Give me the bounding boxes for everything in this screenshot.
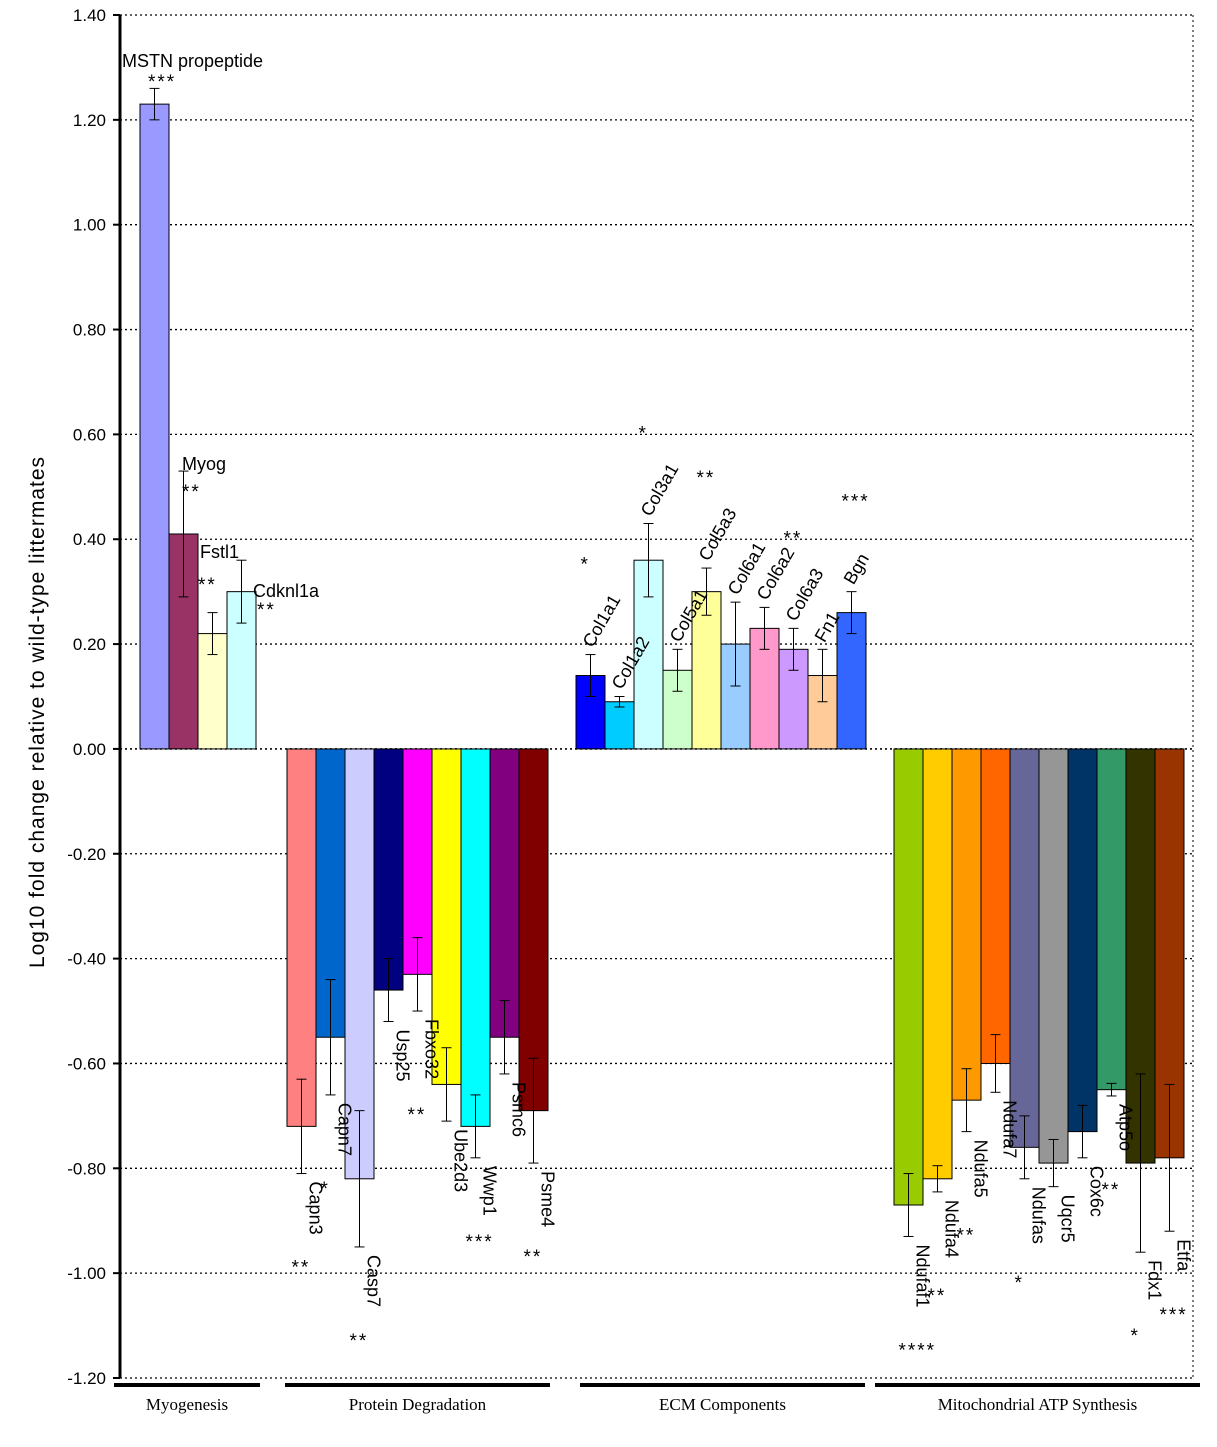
bar-ndufas [1009,748,1040,1148]
bar-cox6c [1067,748,1098,1133]
bar-label: Col1a1 [579,591,625,650]
bar-label: Atp5o [1116,1104,1136,1151]
bar-label: Wwp1 [480,1166,500,1216]
bar-label: Etfa [1174,1239,1194,1272]
significance-marker: ** [784,528,803,549]
y-tick-label: -0.20 [67,845,106,864]
significance-marker: ** [257,600,276,621]
significance-marker: *** [148,72,176,93]
significance-marker: ** [1102,1180,1121,1201]
significance-marker: ** [198,575,217,596]
bar-ndufaf1 [893,748,924,1206]
group-label: Mitochondrial ATP Synthesis [938,1395,1138,1414]
bar-uqcr5 [1038,748,1069,1164]
bar-psmc6 [489,748,520,1038]
significance-marker: ** [350,1331,369,1352]
bar-fbxo32 [402,748,433,975]
bar-label: Psmc6 [509,1082,529,1137]
bar-label: Fbxo32 [422,1019,442,1079]
significance-marker: * [1131,1326,1140,1347]
bar-label: Ndufa5 [971,1140,991,1198]
y-tick-label: -1.00 [67,1264,106,1283]
bar-label: Ndufa4 [942,1200,962,1258]
bar-ndufa5 [951,748,982,1101]
bar-atp5o [1096,748,1127,1091]
bar-wwp1 [460,748,491,1127]
group-labels: Myogenesis Protein Degradation ECM Compone… [114,1383,1200,1414]
y-tick-label: 0.40 [73,530,106,549]
y-axis-label: Log10 fold change relative to wild-type … [26,456,49,968]
bar-label: Ndufa7 [1000,1100,1020,1158]
bar-label: Col5a3 [695,505,741,564]
y-tick-label: -0.80 [67,1159,106,1178]
bar-label: Fstl1 [200,542,239,562]
bar-ndufa4 [922,748,953,1180]
bar-label: Col3a1 [637,460,683,519]
significance-marker: * [581,555,590,576]
significance-marker: ** [957,1226,976,1247]
significance-marker: *** [466,1232,494,1253]
significance-marker: ** [292,1258,311,1279]
bar-psme4 [518,748,549,1112]
bar-label: Ndufaf1 [913,1244,933,1307]
bar-usp25 [373,748,404,991]
y-tick-label: 1.40 [73,6,106,25]
y-tick-label: -0.40 [67,950,106,969]
bar-label: Psme4 [538,1171,558,1227]
y-tick-label: 0.00 [73,740,106,759]
significance-marker: * [321,1179,330,1200]
bars [139,87,1185,1253]
bar-label: Bgn [840,550,873,588]
significance-marker: ** [524,1247,543,1268]
bar-label: Usp25 [393,1030,413,1082]
significance-marker: **** [899,1340,937,1361]
bar-label: Ndufas [1029,1187,1049,1244]
bar-fdx1 [1125,748,1156,1164]
bar-label: Myog [182,454,226,474]
significance-marker: ** [182,482,201,503]
bar-label: MSTN propeptide [122,51,263,71]
significance-marker: ** [408,1105,427,1126]
bar-mstn-propeptide [139,103,170,750]
bar-label: Capn3 [306,1182,326,1235]
y-tick-label: 0.20 [73,635,106,654]
bar-label: Cdknl1a [253,581,320,601]
bar-label: Fdx1 [1145,1260,1165,1300]
bar-label: Col6a3 [782,565,828,624]
bar-label: Cox6c [1087,1166,1107,1217]
significance-marker: * [1015,1273,1024,1294]
y-tick-label: 1.00 [73,216,106,235]
y-tick-label: 0.80 [73,321,106,340]
group-label: Myogenesis [146,1395,228,1414]
axes: -1.20 -1.00 -0.80 -0.60 -0.40 -0.20 0.00 0.20 0.… [67,6,1193,1388]
bar-label: Capn7 [335,1103,355,1156]
y-tick-label: -1.20 [67,1369,106,1388]
significance-marker: *** [1160,1305,1188,1326]
significance-marker: ** [928,1286,947,1307]
significance-marker: ** [697,468,716,489]
group-label: Protein Degradation [349,1395,487,1414]
bar-label: Uqcr5 [1058,1195,1078,1243]
bar-col1a2 [604,701,635,750]
bar-label: Casp7 [364,1255,384,1307]
bar-capn3 [286,748,317,1127]
bar-ndufa7 [980,748,1011,1064]
y-tick-label: 1.20 [73,111,106,130]
y-tick-label: 0.60 [73,425,106,444]
significance-marker: *** [842,492,870,513]
group-label: ECM Components [659,1395,786,1414]
y-tick-label: -0.60 [67,1054,106,1073]
bar-label: Ube2d3 [451,1129,471,1192]
bar-ube2d3 [431,748,462,1085]
significance-marker: * [639,424,648,445]
